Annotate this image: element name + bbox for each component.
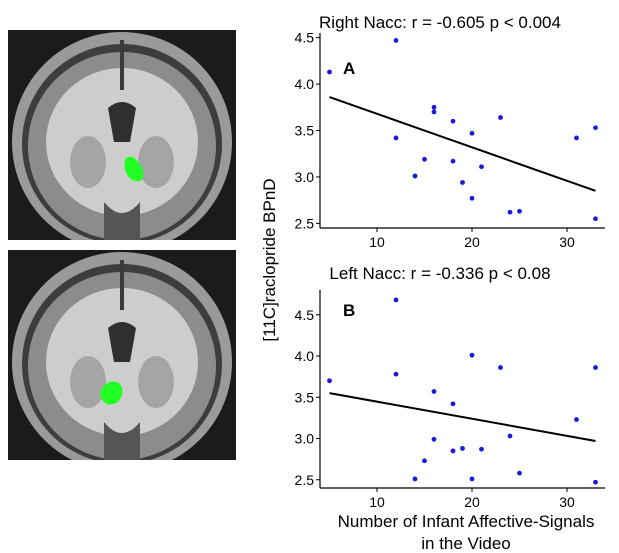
data-point	[431, 104, 437, 110]
data-point	[393, 38, 399, 43]
data-point	[469, 195, 475, 201]
data-point	[393, 135, 399, 141]
chart-a-title: Right Nacc: r = -0.605 p < 0.004	[319, 13, 561, 32]
data-point	[517, 208, 522, 214]
chart-b-axes: 2.5 3.0 3.5 4.0 4.5 10 20 30	[295, 290, 605, 510]
data-point	[469, 130, 475, 136]
y-axis-title: [11C]raclopride BPnD	[260, 178, 279, 341]
y-tick-label: 3.5	[295, 389, 315, 405]
data-point	[593, 365, 598, 370]
roi-right-nacc	[124, 156, 144, 182]
chart-b-points	[327, 297, 598, 485]
chart-a-panel-label: A	[343, 59, 355, 78]
y-tick-label: 3.0	[295, 169, 315, 185]
data-point	[450, 448, 456, 454]
y-tick-label: 2.5	[295, 472, 315, 488]
data-point	[460, 180, 465, 185]
brainstem-region	[104, 422, 140, 460]
left-striatum	[70, 136, 106, 188]
y-tick-label: 3.0	[295, 431, 315, 447]
brain-image-right-nacc	[8, 30, 236, 252]
data-point	[498, 115, 503, 120]
data-point	[479, 446, 484, 452]
regression-line	[329, 96, 596, 192]
data-point	[593, 479, 598, 485]
chart-b-panel-label: B	[343, 301, 355, 320]
chart-a-points	[327, 38, 598, 222]
data-point	[450, 158, 456, 164]
x-axis-title-line1: Number of Infant Affective-Signals	[338, 512, 595, 531]
data-point	[393, 297, 399, 303]
data-point	[450, 401, 456, 407]
y-tick-label: 4.0	[295, 348, 315, 364]
left-striatum	[70, 356, 106, 408]
x-tick-label: 30	[559, 234, 575, 250]
chart-b: Left Nacc: r = -0.336 p < 0.08 B 2.5 3.0 3…	[295, 264, 605, 510]
chart-b-fit-line	[329, 392, 596, 442]
data-point	[327, 378, 332, 384]
brainstem-region	[104, 202, 140, 240]
data-point	[422, 458, 427, 464]
data-point	[412, 173, 418, 179]
data-point	[507, 209, 513, 215]
x-tick-label: 20	[464, 234, 480, 250]
chart-b-title: Left Nacc: r = -0.336 p < 0.08	[329, 264, 550, 283]
lateral-ventricles	[108, 322, 136, 362]
brain-coronal-slice-b	[12, 252, 232, 472]
data-point	[469, 352, 475, 358]
interhemispheric-fissure	[120, 40, 124, 90]
data-point	[450, 118, 456, 124]
x-tick-label: 10	[369, 494, 385, 510]
chart-a-fit-line	[329, 96, 596, 192]
y-tick-label: 4.5	[295, 307, 315, 323]
data-point	[593, 125, 598, 131]
data-point	[479, 164, 484, 170]
data-point	[593, 216, 598, 222]
data-point	[327, 69, 332, 75]
data-point	[431, 389, 437, 394]
regression-line	[329, 392, 596, 442]
chart-a-axes: 2.5 3.0 3.5 4.0 4.5 10 20 30	[295, 30, 605, 250]
x-tick-label: 10	[369, 234, 385, 250]
data-point	[460, 446, 465, 451]
x-tick-label: 30	[559, 494, 575, 510]
y-tick-label: 3.5	[295, 123, 315, 139]
brain-coronal-slice-a	[12, 32, 232, 252]
x-tick-label: 20	[464, 494, 480, 510]
right-striatum	[138, 136, 174, 188]
data-point	[422, 156, 427, 162]
lateral-ventricles	[108, 102, 136, 142]
interhemispheric-fissure	[120, 260, 124, 310]
data-point	[507, 433, 513, 439]
data-point	[393, 371, 399, 377]
data-point	[574, 417, 579, 422]
roi-left-nacc	[100, 381, 123, 405]
brain-image-left-nacc	[8, 250, 236, 472]
y-tick-label: 4.5	[295, 30, 315, 46]
chart-a: Right Nacc: r = -0.605 p < 0.004 A 2.5 3.…	[295, 13, 605, 250]
data-point	[517, 470, 522, 476]
data-point	[431, 109, 437, 115]
right-striatum	[138, 356, 174, 408]
data-point	[574, 135, 579, 141]
data-point	[498, 365, 503, 370]
y-tick-label: 2.5	[295, 215, 315, 231]
data-point	[469, 476, 475, 482]
data-point	[431, 436, 437, 442]
y-tick-label: 4.0	[295, 76, 315, 92]
x-axis-title-line2: in the Video	[421, 534, 510, 553]
data-point	[412, 476, 418, 482]
